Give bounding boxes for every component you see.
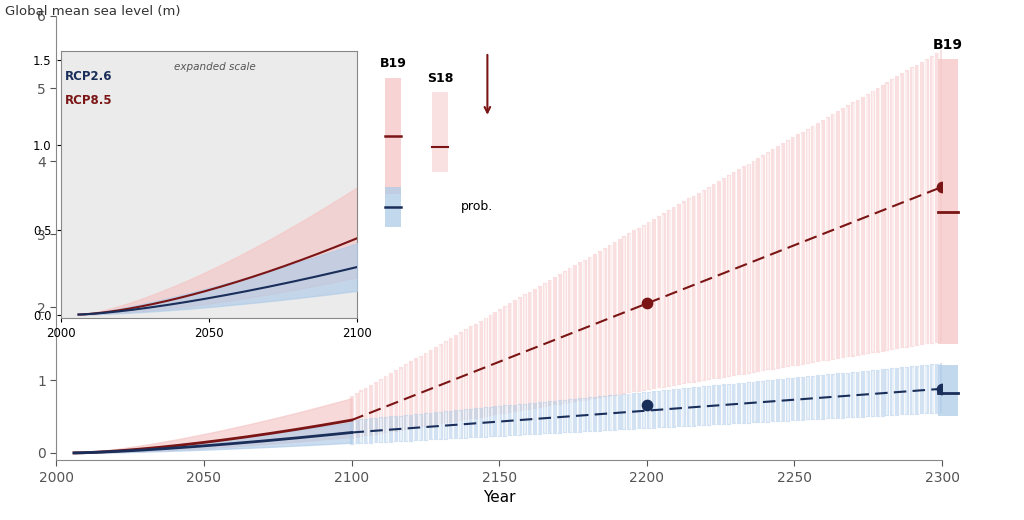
Text: S18: S18 [427,72,454,85]
Text: B19: B19 [933,38,963,52]
Bar [385,77,401,194]
X-axis label: Year: Year [483,490,515,505]
Text: RCP8.5: RCP8.5 [66,94,113,107]
Point [934,183,950,191]
Point [639,400,655,409]
Bar [432,92,449,172]
Bar [938,366,958,417]
Text: prob.: prob. [461,200,494,213]
Text: RCP2.6: RCP2.6 [66,70,113,83]
Bar [938,59,958,344]
Point [934,385,950,393]
Bar [385,187,401,227]
Text: Global mean sea level (m): Global mean sea level (m) [5,5,180,18]
Point [639,300,655,308]
Text: expanded scale: expanded scale [174,62,256,72]
Text: B19: B19 [380,57,407,70]
